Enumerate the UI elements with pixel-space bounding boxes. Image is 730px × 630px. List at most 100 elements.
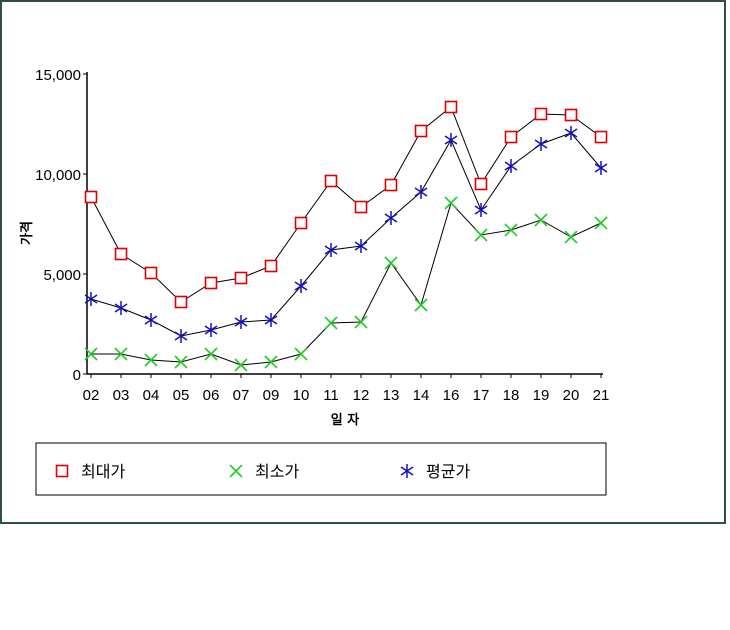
data-point-series-2	[354, 315, 368, 329]
marker-square-shape	[474, 177, 488, 191]
marker-x-stroke	[474, 228, 488, 242]
y-axis-label: 가격	[20, 221, 35, 245]
series-line-1	[90, 106, 602, 303]
data-point-series-1	[504, 130, 518, 144]
data-point-series-3	[294, 279, 308, 293]
data-point-series-1	[534, 107, 548, 121]
legend-box	[35, 442, 607, 496]
marker-x-stroke	[444, 196, 458, 210]
data-point-series-3	[324, 243, 338, 257]
data-point-series-3	[474, 203, 488, 217]
data-point-series-2	[204, 347, 218, 361]
x-tick-label: 11	[323, 387, 339, 404]
marker-square-shape	[564, 108, 578, 122]
x-tick-label: 17	[473, 387, 490, 404]
data-point-series-1	[144, 266, 158, 280]
y-tick-label: 10,000	[35, 167, 81, 184]
marker-square-shape	[444, 100, 458, 114]
data-point-series-3	[144, 313, 158, 327]
marker-x-stroke	[504, 223, 518, 237]
marker-asterisk-stroke	[414, 187, 428, 197]
x-tick-label: 20	[563, 387, 580, 404]
marker-asterisk-stroke	[384, 213, 398, 223]
data-point-series-3	[444, 133, 458, 147]
series-line-3	[90, 132, 602, 337]
data-point-series-2	[474, 228, 488, 242]
data-point-series-1	[294, 216, 308, 230]
x-tick-label: 09	[263, 387, 280, 404]
marker-asterisk-stroke	[174, 331, 188, 341]
data-point-series-1	[324, 174, 338, 188]
series-line-2	[91, 202, 602, 366]
data-point-series-2	[594, 216, 608, 230]
marker-x-stroke	[594, 216, 608, 230]
marker-square-shape	[384, 178, 398, 192]
data-point-series-3	[564, 126, 578, 140]
data-point-series-1	[594, 130, 608, 144]
marker-asterisk-stroke	[354, 241, 368, 251]
series-markers	[84, 100, 608, 372]
marker-square-shape	[234, 271, 248, 285]
data-point-series-2	[324, 316, 338, 330]
data-point-series-1	[414, 124, 428, 138]
y-tick-label: 0	[73, 367, 81, 384]
data-point-series-3	[204, 323, 218, 337]
marker-square-shape	[264, 259, 278, 273]
x-tick-label: 21	[593, 387, 610, 404]
legend-marker-2	[229, 464, 243, 478]
x-tick-label: 10	[293, 387, 310, 404]
data-point-series-3	[354, 239, 368, 253]
legend-label-2: 최소가	[255, 462, 299, 481]
x-tick-label: 06	[203, 387, 220, 404]
marker-asterisk-stroke	[114, 303, 128, 313]
marker-asterisk-stroke	[400, 466, 414, 476]
marker-square-shape	[504, 130, 518, 144]
data-point-series-2	[444, 196, 458, 210]
data-point-series-2	[264, 355, 278, 369]
marker-square-shape	[204, 276, 218, 290]
x-tick-label: 12	[353, 387, 370, 404]
marker-x-stroke	[84, 347, 98, 361]
marker-asterisk-stroke	[204, 325, 218, 335]
x-axis-label: 일 자	[331, 413, 359, 428]
marker-x-stroke	[354, 315, 368, 329]
marker-asterisk-stroke	[234, 317, 248, 327]
marker-asterisk-stroke	[84, 294, 98, 304]
marker-x-stroke	[204, 347, 218, 361]
data-point-series-3	[174, 329, 188, 343]
marker-x-stroke	[324, 316, 338, 330]
marker-square-shape	[324, 174, 338, 188]
data-point-series-3	[504, 159, 518, 173]
data-point-series-1	[564, 108, 578, 122]
marker-x-stroke	[294, 347, 308, 361]
marker-square-shape	[144, 266, 158, 280]
data-point-series-3	[234, 315, 248, 329]
data-point-series-2	[234, 358, 248, 372]
data-point-series-3	[84, 292, 98, 306]
x-tick-label: 18	[503, 387, 520, 404]
data-point-series-1	[384, 178, 398, 192]
legend-marker-1	[55, 464, 69, 478]
data-point-series-1	[204, 276, 218, 290]
data-point-series-1	[264, 259, 278, 273]
data-point-series-2	[114, 347, 128, 361]
marker-asterisk-stroke	[444, 135, 458, 145]
x-tick-label: 14	[413, 387, 430, 404]
data-point-series-2	[84, 347, 98, 361]
y-ticks: 0 5,000 10,000 15,000	[35, 67, 87, 384]
data-point-series-2	[144, 353, 158, 367]
x-tick-label: 07	[233, 387, 250, 404]
marker-x-stroke	[534, 213, 548, 227]
marker-square-shape	[534, 107, 548, 121]
marker-x-stroke	[264, 355, 278, 369]
marker-x-stroke	[229, 464, 243, 478]
marker-asterisk-stroke	[324, 245, 338, 255]
data-point-series-3	[594, 161, 608, 175]
axes	[86, 72, 603, 375]
x-tick-label: 05	[173, 387, 190, 404]
x-tick-label: 16	[443, 387, 460, 404]
x-tick-label: 04	[143, 387, 160, 404]
marker-x-stroke	[234, 358, 248, 372]
y-tick-label: 15,000	[35, 67, 81, 84]
